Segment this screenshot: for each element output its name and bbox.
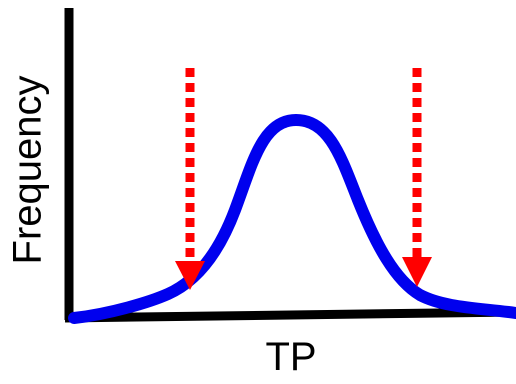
x-axis (64, 307, 516, 323)
x-axis-label: TP (265, 335, 316, 379)
y-axis-label: Frequency (6, 76, 50, 265)
distribution-curve (68, 113, 516, 324)
arrow-left-head (175, 261, 205, 290)
arrow-right-head (402, 257, 432, 287)
